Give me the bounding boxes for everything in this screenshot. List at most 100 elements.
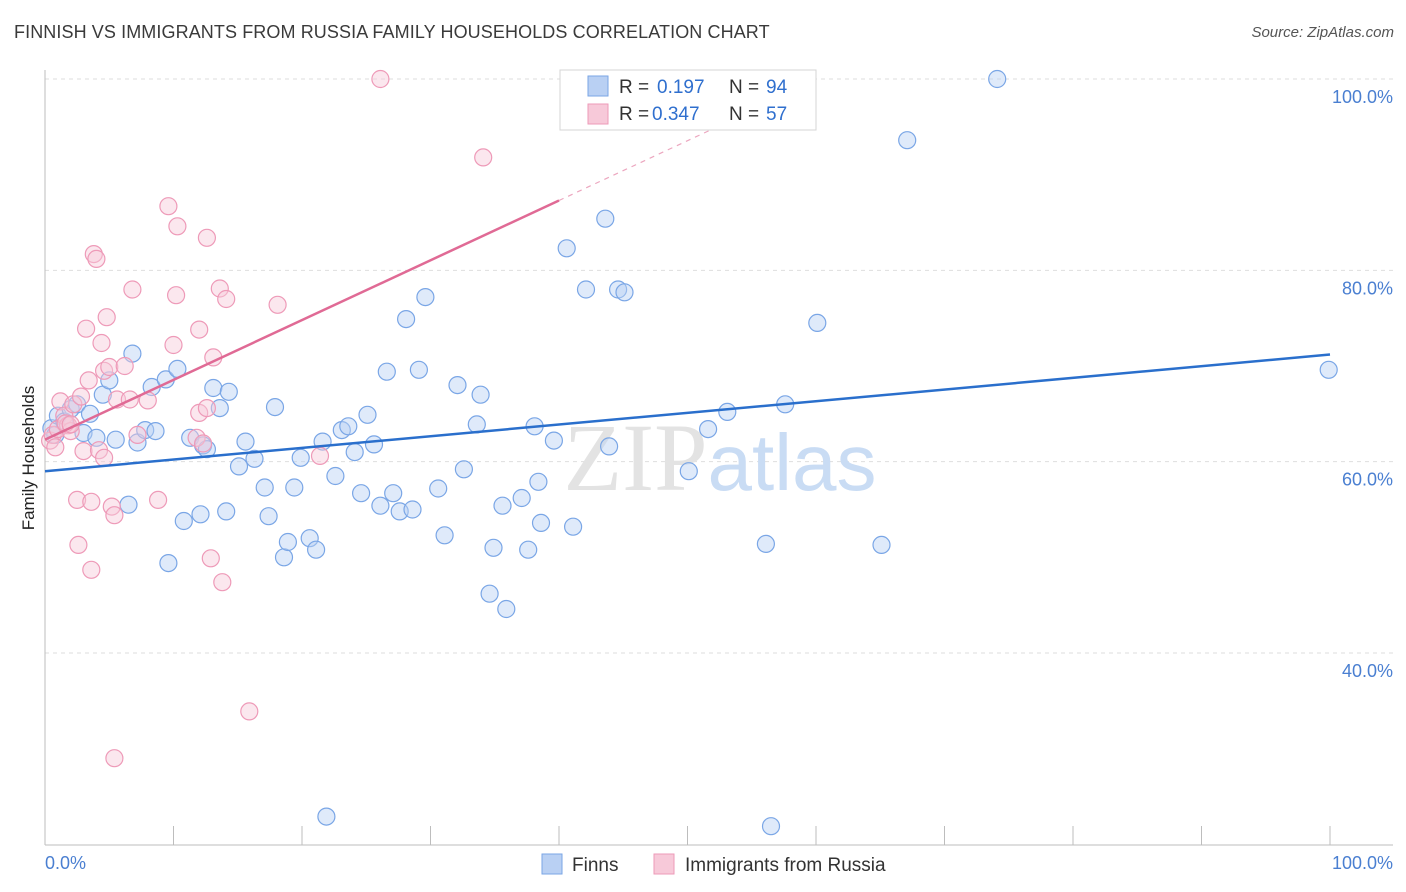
finns-point-41 bbox=[308, 541, 325, 558]
finns-point-26 bbox=[205, 380, 222, 397]
finns-point-47 bbox=[346, 444, 363, 461]
legend-n-value-finns: 94 bbox=[766, 77, 788, 98]
russia-point-2 bbox=[47, 439, 64, 456]
legend-n-value-russia: 57 bbox=[766, 104, 787, 125]
finns-point-17 bbox=[147, 423, 164, 440]
finns-point-33 bbox=[256, 479, 273, 496]
x-tick-label-min: 0.0% bbox=[45, 853, 86, 873]
russia-point-18 bbox=[88, 250, 105, 267]
finns-point-73 bbox=[533, 514, 550, 531]
legend-swatch-finns bbox=[588, 76, 608, 96]
russia-point-20 bbox=[93, 335, 110, 352]
finns-point-31 bbox=[237, 433, 254, 450]
russia-point-34 bbox=[150, 491, 167, 508]
y-axis-tick-labels: 40.0% 60.0% 80.0% 100.0% bbox=[1332, 87, 1393, 681]
finns-point-77 bbox=[578, 281, 595, 298]
x-axis-ticks bbox=[45, 826, 1330, 845]
finns-point-50 bbox=[366, 436, 383, 453]
y-tick-label-80: 80.0% bbox=[1342, 278, 1393, 298]
trendlines bbox=[45, 81, 1330, 471]
series-legend: Finns Immigrants from Russia bbox=[542, 854, 886, 876]
finns-point-28 bbox=[218, 503, 235, 520]
bottom-legend-label-finns: Finns bbox=[572, 855, 618, 876]
finns-point-84 bbox=[700, 421, 717, 438]
finns-point-78 bbox=[597, 210, 614, 227]
russia-point-38 bbox=[169, 218, 186, 235]
legend-n-label-russia: N = bbox=[729, 104, 759, 125]
finns-point-21 bbox=[175, 513, 192, 530]
finns-point-79 bbox=[601, 438, 618, 455]
finns-point-39 bbox=[292, 449, 309, 466]
russia-point-26 bbox=[106, 507, 123, 524]
russia-point-52 bbox=[372, 71, 389, 88]
russia-point-42 bbox=[198, 400, 215, 417]
russia-trendline bbox=[45, 200, 559, 439]
russia-point-13 bbox=[78, 320, 95, 337]
finns-point-75 bbox=[558, 240, 575, 257]
legend-n-label-finns: N = bbox=[729, 77, 759, 98]
finns-point-74 bbox=[545, 432, 562, 449]
finns-point-12 bbox=[120, 496, 137, 513]
finns-point-11 bbox=[107, 431, 124, 448]
finns-point-53 bbox=[385, 485, 402, 502]
russia-point-37 bbox=[168, 287, 185, 304]
legend-r-label-finns: R = bbox=[619, 77, 649, 98]
correlation-legend: R = 0.197 N = 94 R = 0.347 N = 57 bbox=[560, 70, 816, 130]
russia-point-11 bbox=[73, 388, 90, 405]
russia-point-21 bbox=[96, 449, 113, 466]
finns-point-89 bbox=[873, 536, 890, 553]
russia-point-49 bbox=[241, 703, 258, 720]
y-axis-label: Family Households bbox=[19, 386, 38, 531]
finns-point-91 bbox=[989, 71, 1006, 88]
russia-point-44 bbox=[202, 550, 219, 567]
finns-point-90 bbox=[899, 132, 916, 149]
legend-r-value-russia: 0.347 bbox=[652, 104, 700, 125]
russia-point-35 bbox=[160, 198, 177, 215]
finns-point-46 bbox=[340, 418, 357, 435]
russia-point-32 bbox=[129, 426, 146, 443]
russia-point-23 bbox=[98, 309, 115, 326]
legend-swatch-russia bbox=[588, 104, 608, 124]
finns-point-92 bbox=[763, 818, 780, 835]
finns-point-59 bbox=[430, 480, 447, 497]
russia-point-53 bbox=[475, 149, 492, 166]
series-immigrants-from-russia bbox=[42, 71, 492, 767]
russia-point-40 bbox=[191, 321, 208, 338]
finns-point-83 bbox=[680, 463, 697, 480]
finns-point-72 bbox=[530, 473, 547, 490]
finns-point-67 bbox=[494, 497, 511, 514]
finns-point-36 bbox=[276, 549, 293, 566]
finns-point-35 bbox=[267, 399, 284, 416]
x-tick-label-max: 100.0% bbox=[1332, 853, 1393, 873]
russia-point-43 bbox=[198, 229, 215, 246]
legend-r-value-finns: 0.197 bbox=[657, 77, 705, 98]
finns-point-43 bbox=[318, 808, 335, 825]
russia-point-14 bbox=[80, 372, 97, 389]
finns-point-38 bbox=[286, 479, 303, 496]
finns-point-52 bbox=[378, 363, 395, 380]
finns-point-65 bbox=[481, 585, 498, 602]
bottom-legend-swatch-russia bbox=[654, 854, 674, 874]
finns-point-86 bbox=[757, 535, 774, 552]
finns-point-29 bbox=[220, 383, 237, 400]
finns-point-49 bbox=[359, 406, 376, 423]
finns-point-61 bbox=[449, 377, 466, 394]
finns-point-51 bbox=[372, 497, 389, 514]
finns-point-66 bbox=[485, 539, 502, 556]
russia-point-48 bbox=[214, 574, 231, 591]
y-tick-label-100: 100.0% bbox=[1332, 87, 1393, 107]
russia-point-31 bbox=[124, 281, 141, 298]
finns-point-57 bbox=[410, 361, 427, 378]
finns-point-88 bbox=[809, 314, 826, 331]
finns-point-34 bbox=[260, 508, 277, 525]
finns-point-30 bbox=[231, 458, 248, 475]
finns-point-23 bbox=[192, 506, 209, 523]
finns-point-19 bbox=[160, 555, 177, 572]
scatter-chart: ZIPatlas 40.0%60.0%80.0%100.0% 0.0% 100.… bbox=[0, 0, 1406, 892]
russia-point-50 bbox=[269, 296, 286, 313]
y-tick-label-40: 40.0% bbox=[1342, 661, 1393, 681]
finns-point-76 bbox=[565, 518, 582, 535]
finns-point-64 bbox=[472, 386, 489, 403]
finns-point-55 bbox=[398, 311, 415, 328]
finns-point-70 bbox=[520, 541, 537, 558]
